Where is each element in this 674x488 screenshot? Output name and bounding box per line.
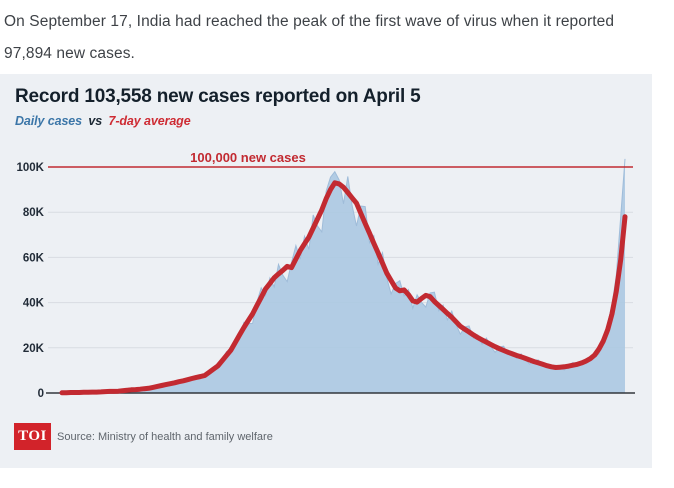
ytick-label-100K: 100K [17, 162, 45, 174]
legend-daily-cases: Daily cases [15, 114, 83, 128]
intro-text: On September 17, India had reached the p… [4, 13, 615, 62]
ytick-label-60K: 60K [23, 252, 45, 264]
ytick-label-40K: 40K [23, 298, 45, 310]
chart-panel: 100,000 new cases 100K 80K 60K 40K 20K 0 Recor… [0, 74, 652, 468]
legend-vs: vs [88, 114, 103, 128]
ytick-label-80K: 80K [23, 207, 45, 219]
chart-legend: Daily cases vs 7-day average [15, 114, 191, 128]
toi-logo: TOI [14, 423, 51, 450]
chart-title: Record 103,558 new cases reported on Apr… [15, 86, 421, 107]
annotation-100k-label: 100,000 new cases [190, 150, 306, 165]
chart-area: 100,000 new cases 100K 80K 60K 40K 20K 0 [0, 74, 652, 468]
ytick-label-0: 0 [38, 388, 44, 400]
daily-cases-chart: 100,000 new cases 100K 80K 60K 40K 20K 0 [17, 150, 635, 400]
ytick-label-20K: 20K [23, 343, 45, 355]
legend-7day-average: 7-day average [108, 114, 191, 128]
source-text: Source: Ministry of health and family we… [57, 431, 273, 443]
daily-cases-area [62, 158, 625, 393]
seven-day-average-line [59, 180, 628, 396]
